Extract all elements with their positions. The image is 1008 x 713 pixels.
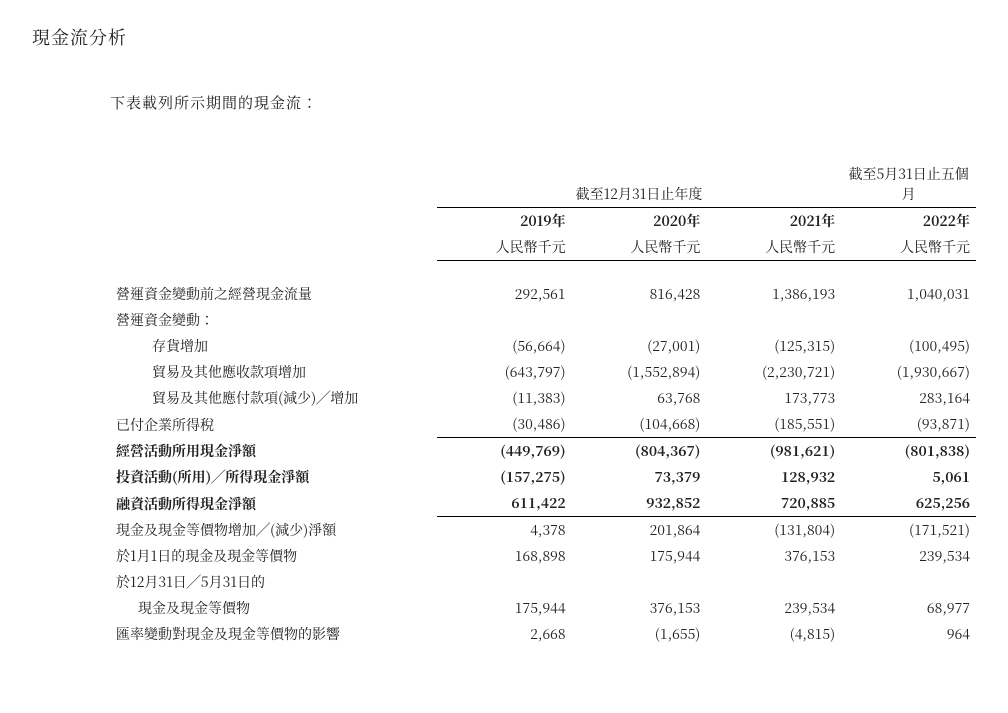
col-2020: 2020年 (572, 208, 707, 235)
cell: 173,773 (706, 385, 841, 411)
cell: 239,534 (706, 595, 841, 621)
unit-2022: 人民幣千元 (841, 234, 976, 261)
row-label: 融資活動所得現金淨額 (110, 490, 437, 517)
row-label: 營運資金變動： (110, 307, 437, 333)
cell: 175,944 (572, 543, 707, 569)
period-group-year: 截至12月31日止年度 (437, 161, 841, 208)
cell: (171,521) (841, 517, 976, 544)
cell: 128,932 (706, 464, 841, 490)
cell: (100,495) (841, 333, 976, 359)
cell: 1,040,031 (841, 281, 976, 307)
cell: 175,944 (437, 595, 572, 621)
cell: 376,153 (706, 543, 841, 569)
cell: 816,428 (572, 281, 707, 307)
row-label: 於1月1日的現金及現金等價物 (110, 543, 437, 569)
col-2019: 2019年 (437, 208, 572, 235)
cell: (56,664) (437, 333, 572, 359)
table-row: 現金及現金等價物增加╱(減少)淨額 4,378 201,864 (131,804… (110, 517, 976, 544)
row-label: 現金及現金等價物增加╱(減少)淨額 (110, 517, 437, 544)
table-row: 經營活動所用現金淨額 (449,769) (804,367) (981,621)… (110, 438, 976, 465)
row-label: 投資活動(所用)╱所得現金淨額 (110, 464, 437, 490)
cell: (185,551) (706, 411, 841, 438)
unit-2021: 人民幣千元 (706, 234, 841, 261)
cell: (4,815) (706, 621, 841, 647)
cashflow-table-wrap: 截至12月31日止年度 截至5月31日止五個月 2019年 2020年 2021… (110, 161, 976, 647)
table-row: 匯率變動對現金及現金等價物的影響 2,668 (1,655) (4,815) 9… (110, 621, 976, 647)
col-2021: 2021年 (706, 208, 841, 235)
row-label: 存貨增加 (110, 333, 437, 359)
cell: (801,838) (841, 438, 976, 465)
row-label: 貿易及其他應收款項增加 (110, 359, 437, 385)
header-years: 2019年 2020年 2021年 2022年 (110, 208, 976, 235)
cell: (1,655) (572, 621, 707, 647)
row-label: 匯率變動對現金及現金等價物的影響 (110, 621, 437, 647)
cell: (2,230,721) (706, 359, 841, 385)
cell: (643,797) (437, 359, 572, 385)
cell: (11,383) (437, 385, 572, 411)
cell: 1,386,193 (706, 281, 841, 307)
cell: 63,768 (572, 385, 707, 411)
cell: 5,061 (841, 464, 976, 490)
table-row: 已付企業所得稅 (30,486) (104,668) (185,551) (93… (110, 411, 976, 438)
cell: 292,561 (437, 281, 572, 307)
cell: (157,275) (437, 464, 572, 490)
cell: 239,534 (841, 543, 976, 569)
table-row: 於12月31日╱5月31日的 (110, 569, 976, 595)
cell: 2,668 (437, 621, 572, 647)
cell: (1,930,667) (841, 359, 976, 385)
row-label: 經營活動所用現金淨額 (110, 438, 437, 465)
cell: 283,164 (841, 385, 976, 411)
col-2022: 2022年 (841, 208, 976, 235)
section-title: 現金流分析 (32, 24, 976, 50)
cell: (131,804) (706, 517, 841, 544)
table-row: 於1月1日的現金及現金等價物 168,898 175,944 376,153 2… (110, 543, 976, 569)
cell: 720,885 (706, 490, 841, 517)
row-label: 營運資金變動前之經營現金流量 (110, 281, 437, 307)
table-row: 存貨增加 (56,664) (27,001) (125,315) (100,49… (110, 333, 976, 359)
cell: 201,864 (572, 517, 707, 544)
header-period-groups: 截至12月31日止年度 截至5月31日止五個月 (110, 161, 976, 208)
cell: (27,001) (572, 333, 707, 359)
table-row: 融資活動所得現金淨額 611,422 932,852 720,885 625,2… (110, 490, 976, 517)
cell: (30,486) (437, 411, 572, 438)
table-row: 營運資金變動： (110, 307, 976, 333)
cell: 68,977 (841, 595, 976, 621)
cell: 625,256 (841, 490, 976, 517)
row-label: 貿易及其他應付款項(減少)╱增加 (110, 385, 437, 411)
period-group-5m: 截至5月31日止五個月 (841, 161, 976, 208)
unit-2020: 人民幣千元 (572, 234, 707, 261)
cell: (804,367) (572, 438, 707, 465)
cell: (125,315) (706, 333, 841, 359)
row-label: 現金及現金等價物 (110, 595, 437, 621)
cell: (93,871) (841, 411, 976, 438)
table-row: 貿易及其他應付款項(減少)╱增加 (11,383) 63,768 173,773… (110, 385, 976, 411)
cell: 611,422 (437, 490, 572, 517)
cell: 4,378 (437, 517, 572, 544)
header-units: 人民幣千元 人民幣千元 人民幣千元 人民幣千元 (110, 234, 976, 261)
cashflow-table: 截至12月31日止年度 截至5月31日止五個月 2019年 2020年 2021… (110, 161, 976, 647)
cell: (981,621) (706, 438, 841, 465)
row-label: 於12月31日╱5月31日的 (110, 569, 437, 595)
cell: 168,898 (437, 543, 572, 569)
intro-text: 下表載列所示期間的現金流： (110, 92, 976, 113)
cell: 932,852 (572, 490, 707, 517)
table-row: 現金及現金等價物 175,944 376,153 239,534 68,977 (110, 595, 976, 621)
cell: 73,379 (572, 464, 707, 490)
cell: (1,552,894) (572, 359, 707, 385)
cell: (449,769) (437, 438, 572, 465)
spacer (110, 261, 976, 282)
row-label: 已付企業所得稅 (110, 411, 437, 438)
table-row: 投資活動(所用)╱所得現金淨額 (157,275) 73,379 128,932… (110, 464, 976, 490)
unit-2019: 人民幣千元 (437, 234, 572, 261)
cell: 964 (841, 621, 976, 647)
cell: 376,153 (572, 595, 707, 621)
table-row: 貿易及其他應收款項增加 (643,797) (1,552,894) (2,230… (110, 359, 976, 385)
table-row: 營運資金變動前之經營現金流量 292,561 816,428 1,386,193… (110, 281, 976, 307)
cell: (104,668) (572, 411, 707, 438)
